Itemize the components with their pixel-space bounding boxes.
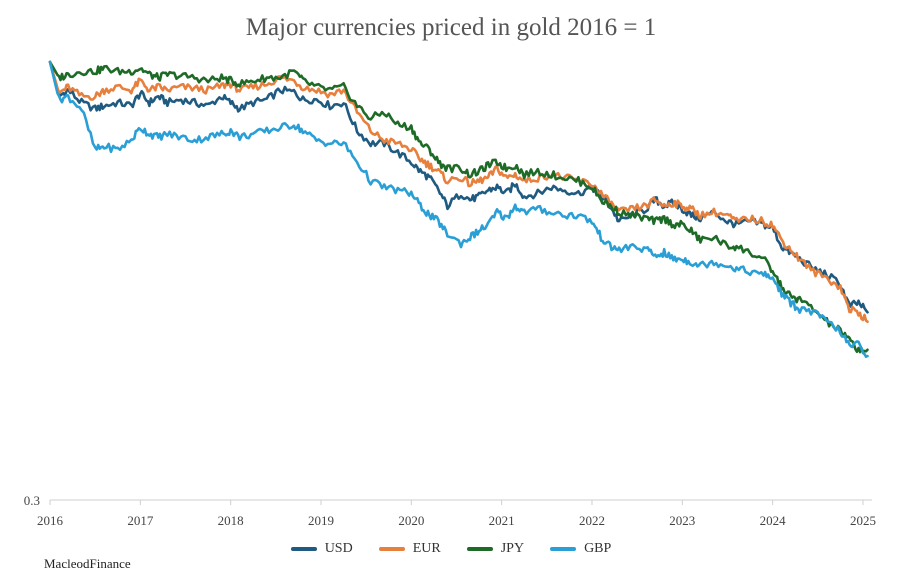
legend-label-jpy: JPY: [500, 541, 525, 556]
axis-layer: [49, 499, 872, 505]
series-layer: [48, 60, 869, 358]
x-tick-label: 2020: [398, 513, 424, 528]
chart-legend: USD EUR JPY GBP: [0, 541, 902, 557]
chart-title: Major currencies priced in gold 2016 = 1: [245, 14, 657, 41]
tick-layer: 2016 2017 2018 2019 2020 2021 2022 2023 2024 2025…: [24, 493, 876, 528]
legend-item-usd: USD: [290, 541, 353, 557]
legend-label-gbp: GBP: [584, 541, 612, 556]
x-tick-label: 2022: [579, 513, 605, 528]
x-tick-label: 2017: [127, 513, 154, 528]
legend-swatch-gbp: [550, 547, 577, 551]
x-tick-label: 2018: [218, 513, 244, 528]
x-tick-label: 2023: [669, 513, 695, 528]
legend-label-usd: USD: [324, 541, 353, 556]
legend-swatch-eur: [378, 547, 405, 551]
x-tick-label: 2021: [489, 513, 515, 528]
y-tick-label: 0.3: [24, 493, 40, 508]
series-line-jpy: [48, 60, 869, 354]
legend-item-eur: EUR: [378, 541, 441, 557]
series-line-eur: [48, 60, 869, 323]
x-tick-label: 2024: [760, 513, 787, 528]
x-tick-label: 2016: [37, 513, 64, 528]
series-line-usd: [48, 60, 869, 314]
legend-swatch-jpy: [466, 547, 493, 551]
legend-item-jpy: JPY: [466, 541, 525, 557]
series-line-gbp: [48, 60, 869, 358]
x-tick-label: 2025: [850, 513, 876, 528]
legend-item-gbp: GBP: [550, 541, 611, 557]
legend-swatch-usd: [290, 547, 317, 551]
legend-label-eur: EUR: [412, 541, 441, 556]
x-tick-label: 2019: [308, 513, 334, 528]
brand-label: MacleodFinance: [44, 556, 131, 571]
